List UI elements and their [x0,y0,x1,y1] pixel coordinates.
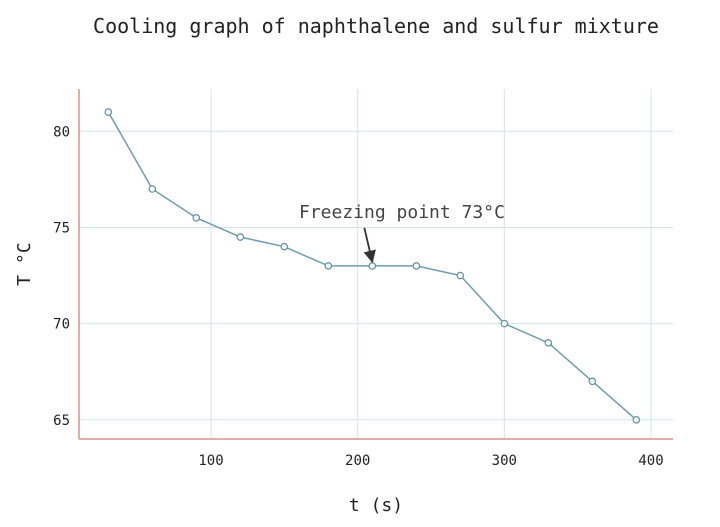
y-axis-label: T °C [14,242,35,285]
data-point-360 [588,377,597,386]
chart-title: Cooling graph of naphthalene and sulfur … [93,14,659,38]
x-tick-label-400: 400 [638,453,663,469]
annotations-group: Freezing point 73°C [299,202,505,264]
annotation-arrow-0 [363,227,376,264]
x-tick-label-300: 300 [492,453,517,469]
series-group [104,108,641,424]
data-point-180 [324,262,333,270]
data-point-150 [280,242,289,251]
data-point-330 [544,339,553,347]
data-point-30 [104,108,113,116]
y-tick-label-65: 65 [53,413,70,429]
x-axis-label: t (s) [349,495,403,516]
data-point-240 [412,262,421,270]
data-point-300 [500,319,509,328]
data-point-210 [368,262,377,270]
data-point-120 [236,233,245,241]
data-point-90 [192,214,201,222]
grid [79,89,673,439]
y-tick-label-70: 70 [53,317,70,333]
x-axis-ticks: 100 200 300 400 [198,453,663,469]
x-tick-label-100: 100 [198,453,223,469]
y-tick-label-75: 75 [53,220,70,236]
data-point-390 [632,415,641,424]
y-axis-ticks: 65 70 75 80 [53,124,70,428]
data-point-270 [456,271,465,280]
annotation-text-0: Freezing point 73°C [299,202,505,223]
axes-spines [78,89,673,440]
y-tick-label-80: 80 [53,124,70,140]
data-point-60 [148,185,157,193]
x-tick-label-200: 200 [345,453,370,469]
